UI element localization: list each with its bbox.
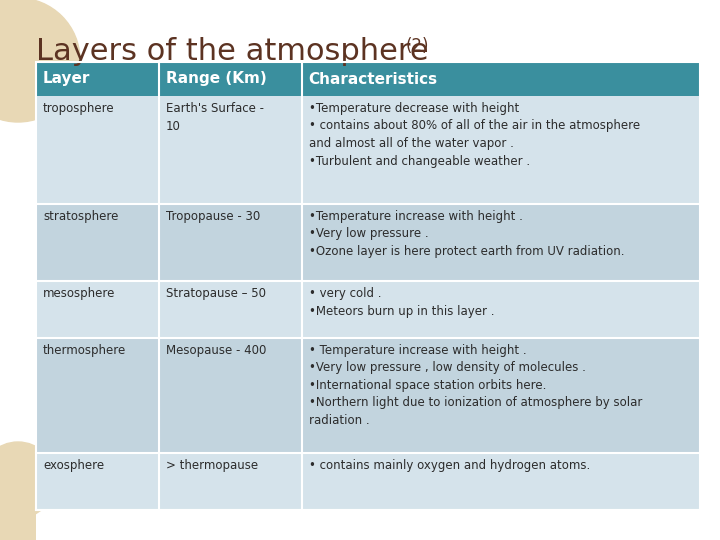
FancyBboxPatch shape [36,62,700,96]
Text: Mesopause - 400: Mesopause - 400 [166,344,266,357]
Text: Layer: Layer [43,71,91,86]
Text: thermosphere: thermosphere [43,344,126,357]
Text: Characteristics: Characteristics [309,71,438,86]
Text: Range (Km): Range (Km) [166,71,266,86]
FancyBboxPatch shape [36,281,700,338]
Text: • contains mainly oxygen and hydrogen atoms.: • contains mainly oxygen and hydrogen at… [309,460,590,472]
Circle shape [0,0,80,122]
Text: Earth's Surface -
10: Earth's Surface - 10 [166,102,264,132]
Text: • Temperature increase with height .
•Very low pressure , low density of molecul: • Temperature increase with height . •Ve… [309,344,642,427]
Text: stratosphere: stratosphere [43,210,118,223]
Text: exosphere: exosphere [43,460,104,472]
Text: Layers of the atmosphere: Layers of the atmosphere [36,37,428,66]
FancyBboxPatch shape [36,454,700,510]
FancyBboxPatch shape [36,96,700,204]
Text: • very cold .
•Meteors burn up in this layer .: • very cold . •Meteors burn up in this l… [309,287,494,318]
FancyBboxPatch shape [0,480,36,540]
Text: > thermopause: > thermopause [166,460,258,472]
Circle shape [0,442,56,518]
Text: Stratopause – 50: Stratopause – 50 [166,287,266,300]
Text: troposphere: troposphere [43,102,114,115]
Text: •Temperature decrease with height
• contains about 80% of all of the air in the : •Temperature decrease with height • cont… [309,102,640,167]
FancyBboxPatch shape [36,204,700,281]
Text: (2): (2) [406,37,430,55]
Text: mesosphere: mesosphere [43,287,115,300]
Text: •Temperature increase with height .
•Very low pressure .
•Ozone layer is here pr: •Temperature increase with height . •Ver… [309,210,624,258]
Text: Tropopause - 30: Tropopause - 30 [166,210,260,223]
FancyBboxPatch shape [36,338,700,454]
